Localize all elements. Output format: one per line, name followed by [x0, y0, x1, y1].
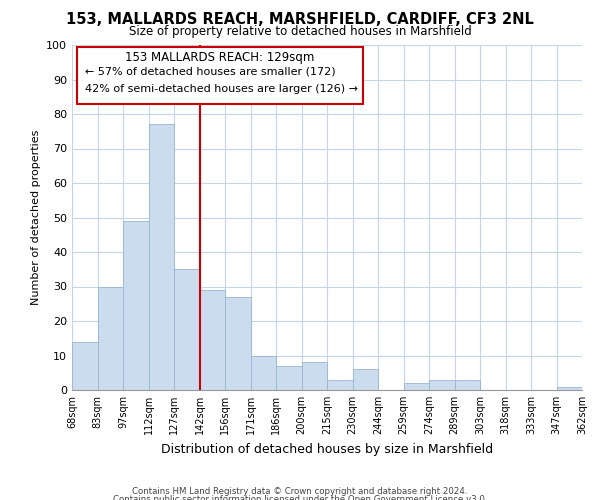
Bar: [404, 383, 429, 390]
Bar: [353, 370, 378, 390]
Text: 153 MALLARDS REACH: 129sqm: 153 MALLARDS REACH: 129sqm: [125, 51, 314, 64]
Y-axis label: Number of detached properties: Number of detached properties: [31, 130, 41, 305]
Text: ← 57% of detached houses are smaller (172): ← 57% of detached houses are smaller (17…: [85, 66, 335, 76]
Bar: [123, 221, 149, 390]
Bar: [429, 380, 455, 390]
Bar: [557, 386, 582, 390]
FancyBboxPatch shape: [77, 46, 363, 104]
Bar: [225, 297, 251, 390]
Text: 42% of semi-detached houses are larger (126) →: 42% of semi-detached houses are larger (…: [85, 84, 358, 94]
Bar: [251, 356, 276, 390]
Text: Contains public sector information licensed under the Open Government Licence v3: Contains public sector information licen…: [113, 495, 487, 500]
X-axis label: Distribution of detached houses by size in Marshfield: Distribution of detached houses by size …: [161, 442, 493, 456]
Bar: [199, 290, 225, 390]
Text: Size of property relative to detached houses in Marshfield: Size of property relative to detached ho…: [128, 25, 472, 38]
Bar: [327, 380, 353, 390]
Bar: [455, 380, 480, 390]
Bar: [302, 362, 327, 390]
Bar: [149, 124, 174, 390]
Text: Contains HM Land Registry data © Crown copyright and database right 2024.: Contains HM Land Registry data © Crown c…: [132, 488, 468, 496]
Text: 153, MALLARDS REACH, MARSHFIELD, CARDIFF, CF3 2NL: 153, MALLARDS REACH, MARSHFIELD, CARDIFF…: [66, 12, 534, 28]
Bar: [174, 269, 199, 390]
Bar: [276, 366, 302, 390]
Bar: [97, 286, 123, 390]
Bar: [72, 342, 97, 390]
